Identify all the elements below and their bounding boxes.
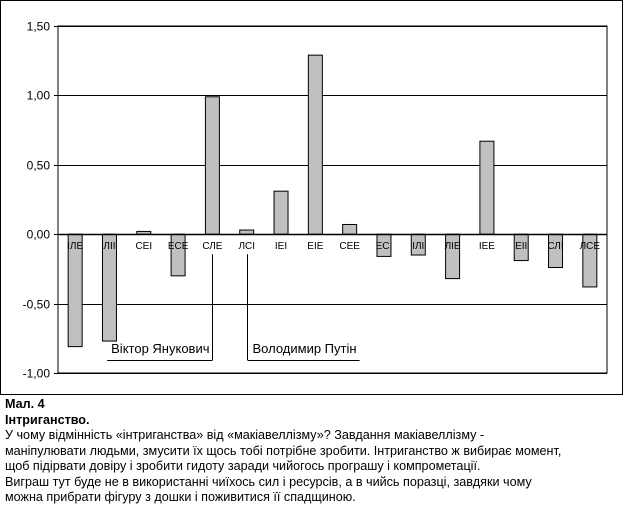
bar (204, 96, 220, 235)
caption-line-4: Виграш тут буде не в використанні чиїхос… (5, 474, 532, 489)
x-tick-label: СЛЕ (202, 241, 222, 252)
caption-line-2: маніпулювати людьми, змусити їх щось тоб… (5, 443, 562, 458)
figure-number: Мал. 4 (5, 397, 45, 411)
figure-caption: Мал. 4 Інтриганство. У чому відмінність … (5, 397, 621, 506)
x-tick-label: ІЕІ (275, 241, 287, 252)
bar (307, 54, 323, 235)
bar (342, 223, 358, 235)
caption-line-3: щоб підірвати довіру і зробити гидоту за… (5, 459, 481, 473)
annotation-1-label: Віктор Янукович (111, 341, 209, 356)
x-tick-label: СЕІ (135, 241, 152, 252)
x-tick-label: ІЛЕ (67, 241, 83, 252)
x-tick-label: СЛІ (547, 241, 563, 252)
y-tick-label: 0,00 (27, 228, 51, 242)
x-tick-label: ІЕЕ (479, 241, 495, 252)
x-tick-label: ЕІЕ (307, 241, 323, 252)
y-tick-label: 0,50 (27, 159, 51, 173)
x-tick-label: ЕІІ (515, 241, 527, 252)
x-tick-label: ЛІІ (103, 241, 115, 252)
x-tick-label: ЛІЕ (445, 241, 461, 252)
bar (239, 229, 255, 235)
bar (479, 140, 495, 235)
caption-line-1: У чому відмінність «інтриганства» від «м… (5, 428, 485, 442)
y-tick-label: -0,50 (23, 298, 51, 312)
x-tick-label: ІЛІ (412, 241, 424, 252)
x-tick-label: ЕСЕ (168, 241, 189, 252)
x-tick-label: ЕСІ (376, 241, 393, 252)
figure-title: Інтриганство. (5, 412, 90, 427)
bar (273, 190, 289, 235)
y-tick-label: 1,00 (27, 89, 51, 103)
y-tick-label: -1,00 (23, 367, 51, 381)
x-tick-label: ЛСІ (238, 241, 255, 252)
caption-line-5: можна прибрати фігуру з дошки і поживити… (5, 490, 356, 504)
x-tick-label: СЕЕ (339, 241, 360, 252)
x-tick-label: ЛСЕ (580, 241, 601, 252)
annotation-2-label: Володимир Путін (253, 341, 357, 356)
y-tick-label: 1,50 (27, 20, 51, 34)
bar-chart: -1,00 -0,50 0,00 0,50 1,00 1,50 ІЛЕ ЛІІ СЕІ ЕСЕ СЛ… (0, 0, 623, 395)
